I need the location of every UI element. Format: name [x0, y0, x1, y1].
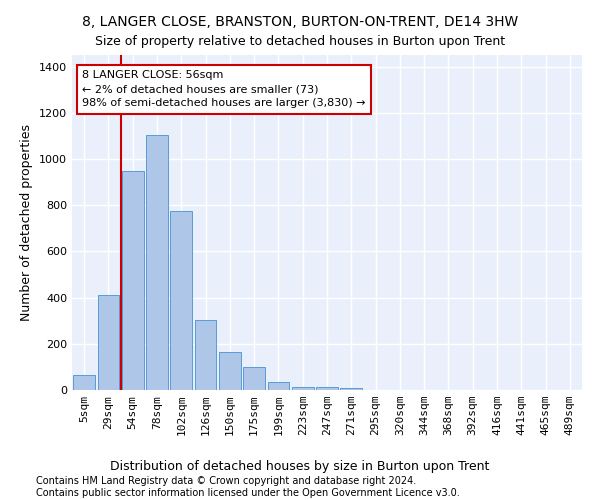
Bar [170, 211, 192, 390]
Text: Size of property relative to detached houses in Burton upon Trent: Size of property relative to detached ho… [95, 35, 505, 48]
Text: Contains HM Land Registry data © Crown copyright and database right 2024.
Contai: Contains HM Land Registry data © Crown c… [36, 476, 460, 498]
Bar [243, 367, 265, 390]
Text: Distribution of detached houses by size in Burton upon Trent: Distribution of detached houses by size … [110, 460, 490, 473]
Bar [122, 170, 143, 390]
Bar [194, 320, 217, 390]
Text: 8, LANGER CLOSE, BRANSTON, BURTON-ON-TRENT, DE14 3HW: 8, LANGER CLOSE, BRANSTON, BURTON-ON-TRE… [82, 15, 518, 29]
Bar [316, 386, 338, 390]
Bar [292, 386, 314, 390]
Bar [219, 352, 241, 390]
Text: 8 LANGER CLOSE: 56sqm
← 2% of detached houses are smaller (73)
98% of semi-detac: 8 LANGER CLOSE: 56sqm ← 2% of detached h… [82, 70, 366, 108]
Bar [268, 382, 289, 390]
Bar [73, 375, 95, 390]
Bar [97, 296, 119, 390]
Bar [146, 134, 168, 390]
Y-axis label: Number of detached properties: Number of detached properties [20, 124, 34, 321]
Bar [340, 388, 362, 390]
